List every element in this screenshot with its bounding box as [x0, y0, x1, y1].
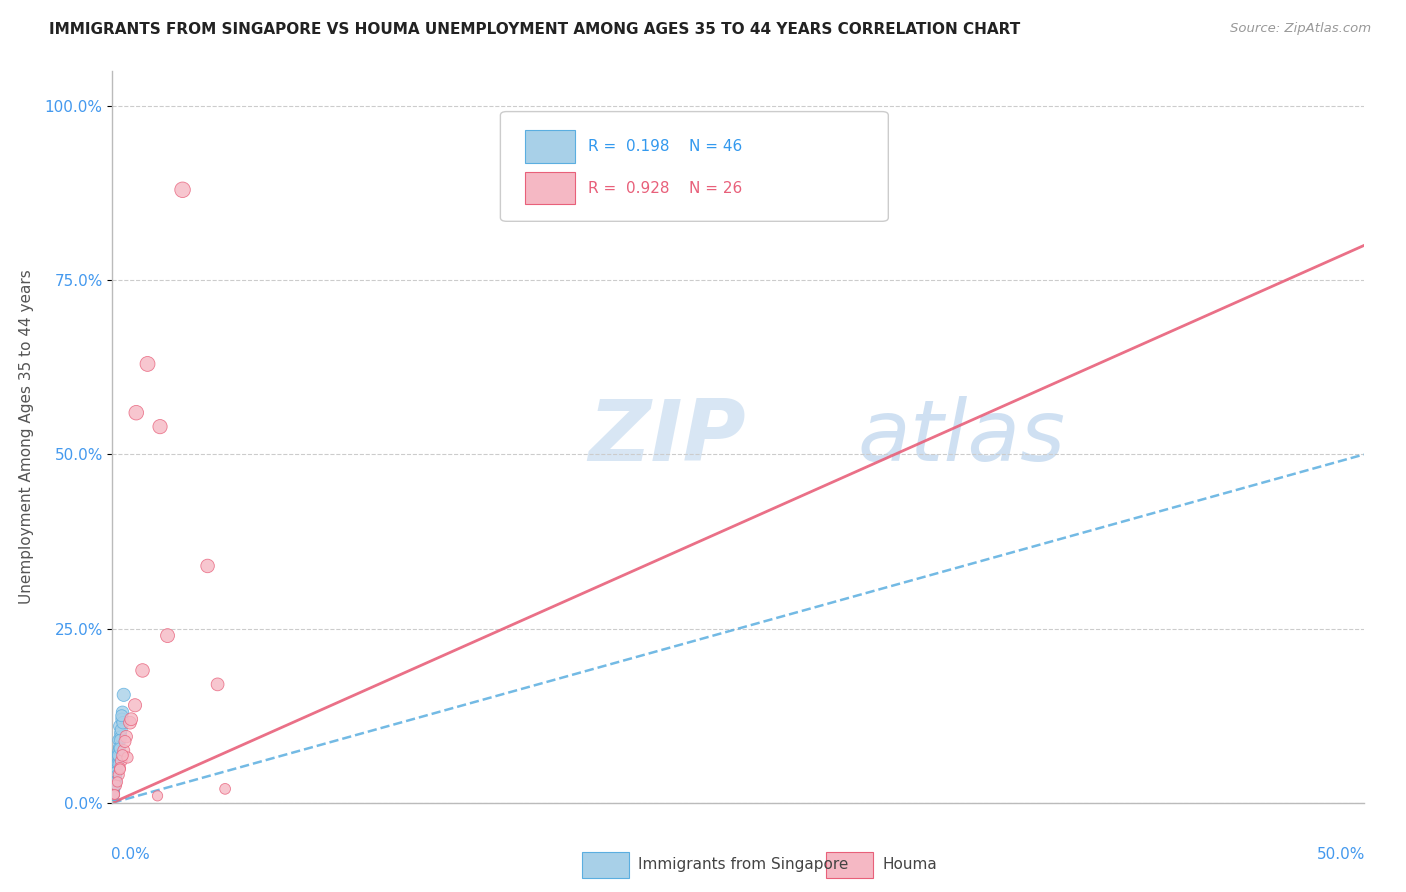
Point — [136, 357, 159, 371]
Point — [108, 719, 131, 733]
Point — [104, 772, 127, 786]
Point — [104, 778, 127, 792]
Point — [103, 785, 125, 799]
Point — [104, 781, 127, 796]
Point — [197, 558, 219, 573]
Point — [108, 741, 131, 756]
Point — [124, 698, 146, 713]
Point — [125, 406, 148, 420]
Y-axis label: Unemployment Among Ages 35 to 44 years: Unemployment Among Ages 35 to 44 years — [18, 269, 34, 605]
Point — [108, 763, 131, 777]
Point — [107, 757, 129, 772]
Point — [103, 778, 125, 792]
FancyBboxPatch shape — [501, 112, 889, 221]
Point — [105, 775, 128, 789]
Point — [107, 764, 129, 779]
Point — [105, 768, 128, 782]
Point — [107, 775, 129, 789]
Point — [149, 419, 172, 434]
Point — [107, 768, 129, 782]
Text: 0.0%: 0.0% — [111, 847, 150, 862]
Point — [103, 788, 125, 802]
Point — [111, 748, 134, 763]
Point — [105, 764, 128, 779]
Point — [103, 788, 125, 802]
Point — [103, 789, 125, 803]
Point — [131, 664, 153, 678]
Text: R =  0.928    N = 26: R = 0.928 N = 26 — [588, 181, 742, 196]
Point — [107, 754, 129, 768]
Text: Immigrants from Singapore: Immigrants from Singapore — [638, 857, 848, 872]
Point — [112, 743, 135, 757]
Point — [214, 781, 236, 796]
Point — [104, 778, 127, 792]
Point — [207, 677, 229, 691]
Point — [104, 775, 127, 789]
Point — [111, 705, 134, 719]
Bar — [582, 852, 630, 878]
Point — [146, 789, 169, 803]
Point — [107, 743, 129, 757]
Bar — [825, 852, 873, 878]
Point — [103, 775, 125, 789]
Point — [172, 183, 194, 197]
Point — [110, 723, 132, 737]
Text: R =  0.198    N = 46: R = 0.198 N = 46 — [588, 139, 742, 154]
Bar — [526, 171, 575, 204]
Point — [111, 715, 134, 730]
Point — [104, 785, 127, 799]
Point — [108, 740, 131, 755]
Point — [107, 747, 129, 761]
Point — [108, 740, 131, 755]
Point — [112, 688, 135, 702]
Point — [107, 748, 129, 763]
Point — [104, 764, 127, 779]
Point — [110, 754, 132, 768]
Point — [105, 757, 128, 772]
Point — [108, 761, 131, 775]
Point — [104, 788, 127, 802]
Text: IMMIGRANTS FROM SINGAPORE VS HOUMA UNEMPLOYMENT AMONG AGES 35 TO 44 YEARS CORREL: IMMIGRANTS FROM SINGAPORE VS HOUMA UNEMP… — [49, 22, 1021, 37]
Text: atlas: atlas — [858, 395, 1064, 479]
Point — [118, 715, 141, 730]
Point — [114, 734, 136, 748]
Point — [110, 733, 132, 747]
Point — [104, 773, 127, 788]
Bar — [526, 130, 575, 163]
Point — [111, 712, 134, 726]
Point — [103, 780, 125, 795]
Point — [103, 789, 125, 803]
Text: 50.0%: 50.0% — [1316, 847, 1365, 862]
Point — [156, 629, 179, 643]
Point — [117, 750, 139, 764]
Point — [105, 768, 128, 782]
Point — [107, 750, 129, 764]
Text: ZIP: ZIP — [588, 395, 745, 479]
Point — [111, 708, 134, 723]
Point — [103, 788, 125, 802]
Point — [105, 778, 128, 792]
Point — [110, 726, 132, 740]
Point — [115, 730, 138, 744]
Point — [105, 761, 128, 775]
Point — [107, 733, 129, 747]
Point — [120, 712, 142, 726]
Point — [104, 788, 127, 802]
Text: Source: ZipAtlas.com: Source: ZipAtlas.com — [1230, 22, 1371, 36]
Point — [105, 772, 128, 786]
Text: Houma: Houma — [882, 857, 936, 872]
Point — [103, 785, 125, 799]
Point — [110, 730, 132, 744]
